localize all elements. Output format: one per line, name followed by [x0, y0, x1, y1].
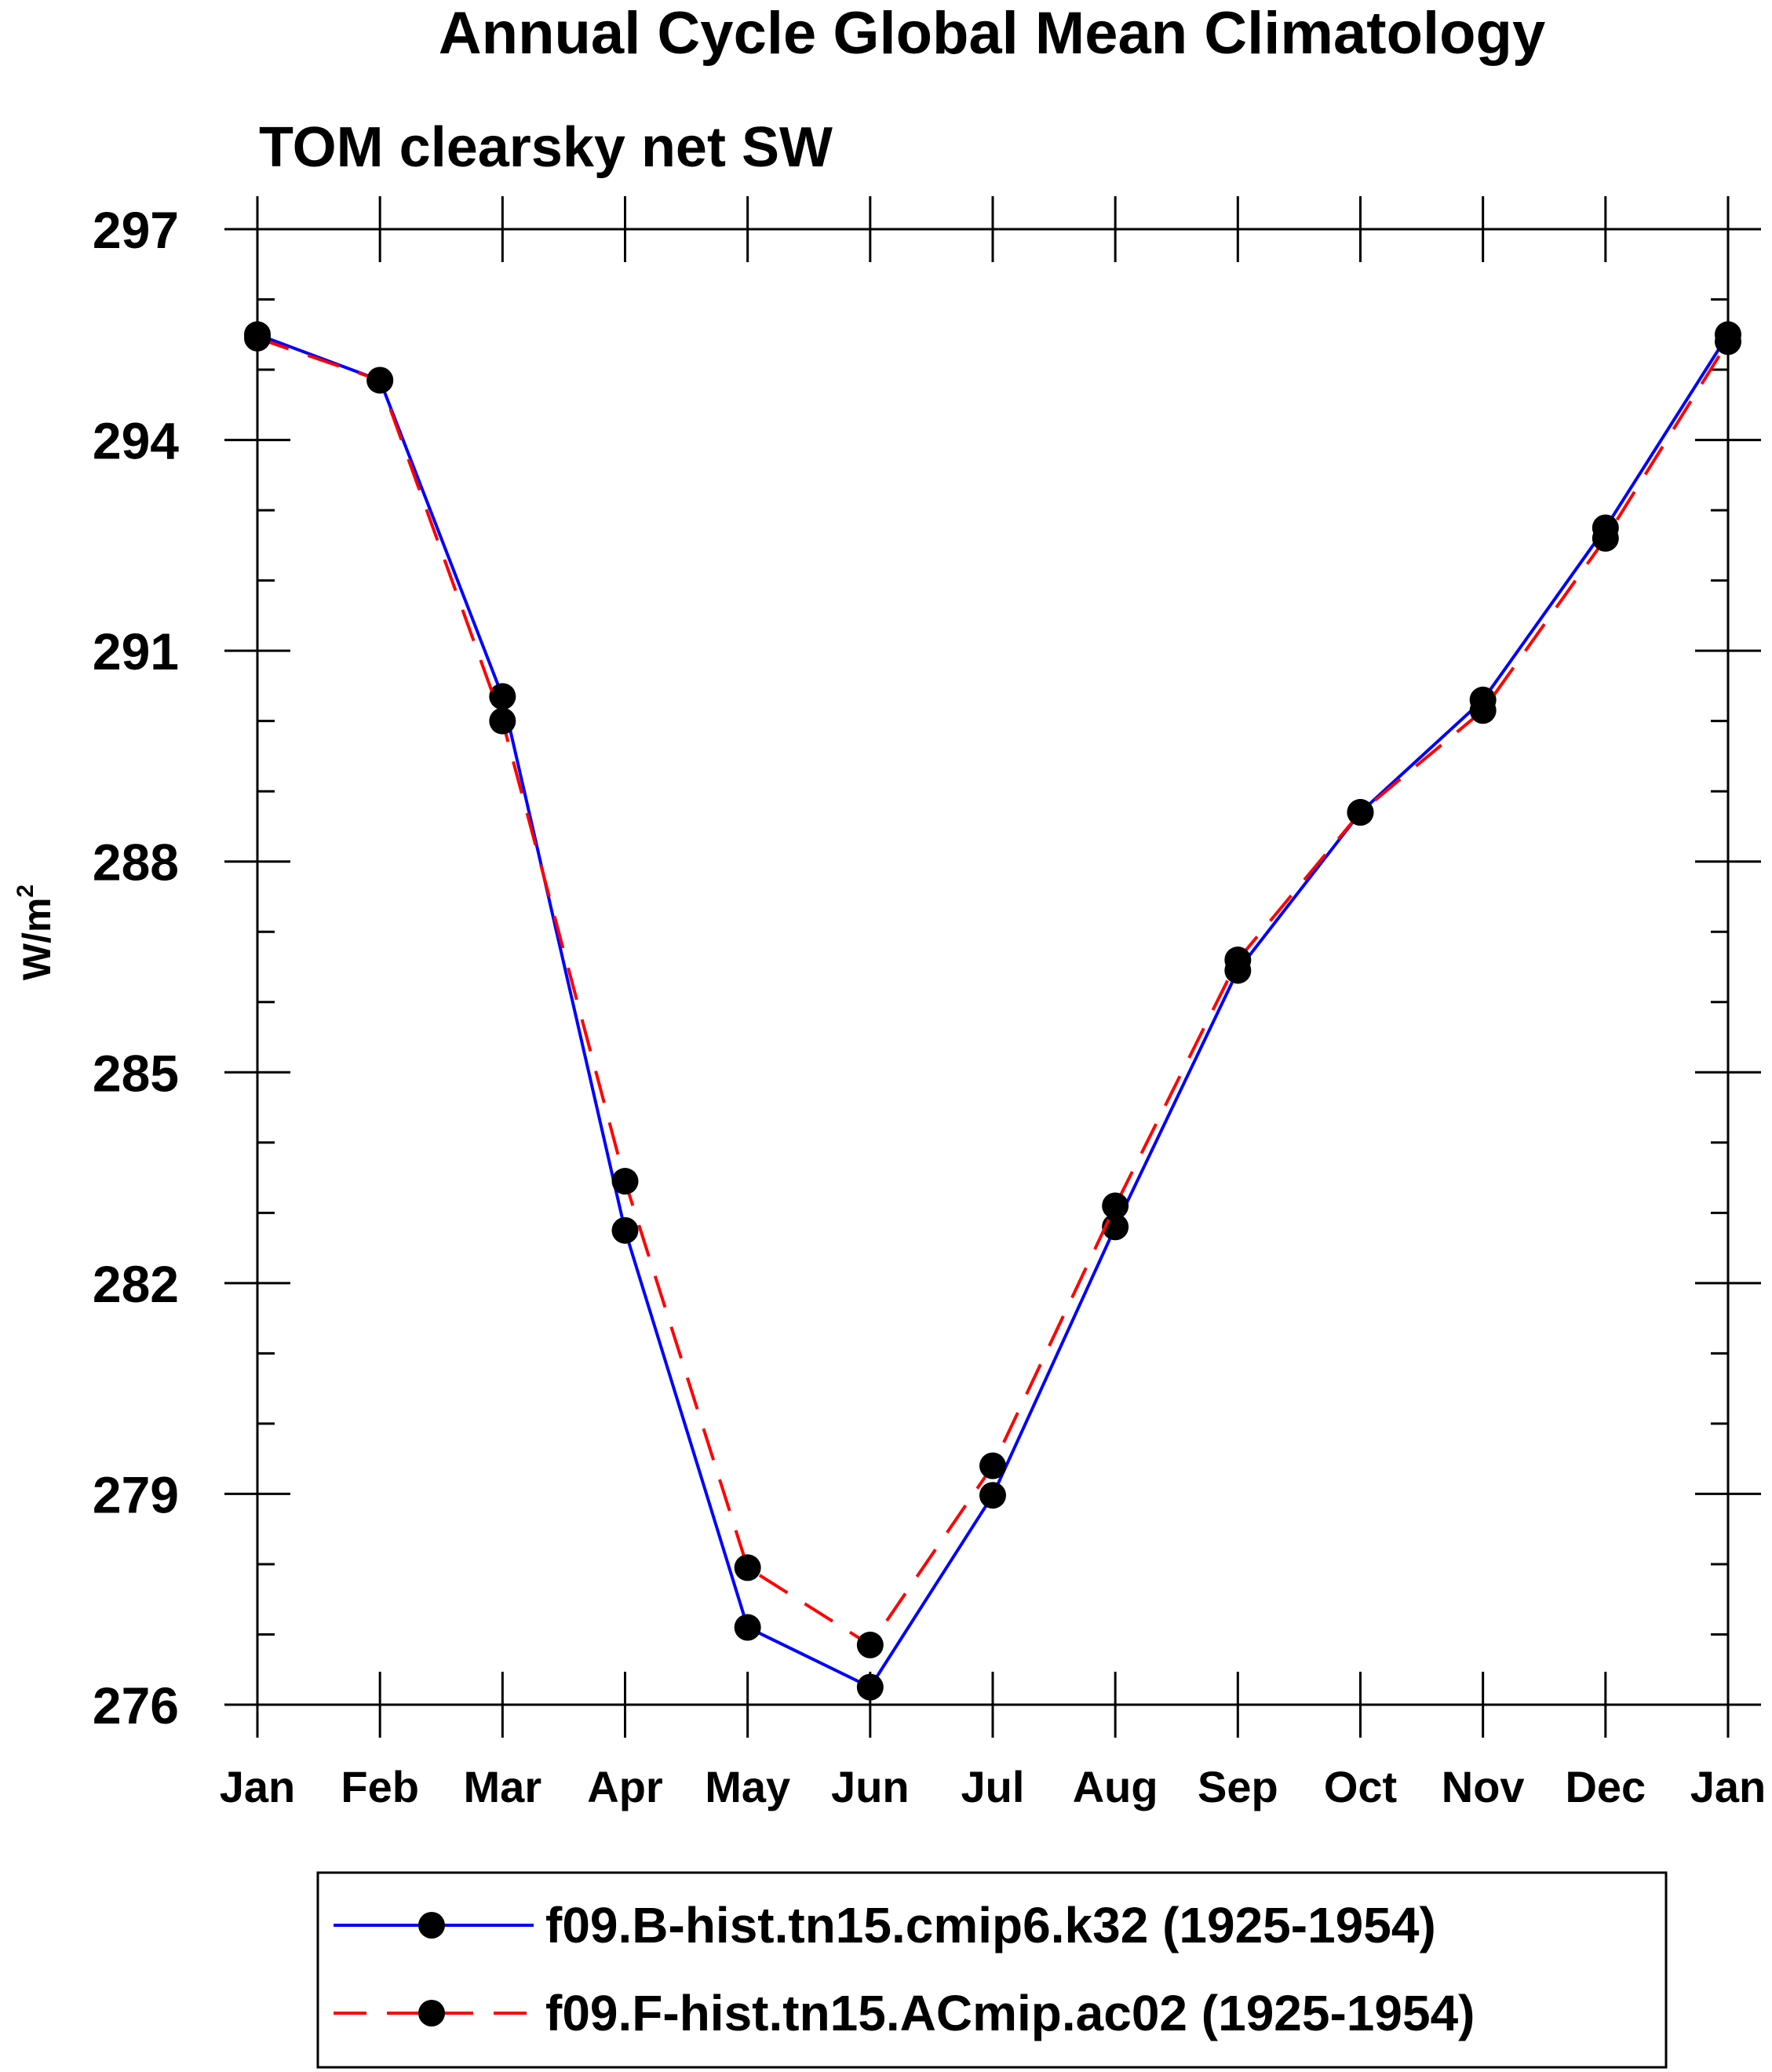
data-point: [611, 1168, 639, 1195]
data-point: [1592, 524, 1619, 552]
legend-entry-0: f09.B-hist.tn15.cmip6.k32 (1925-1954): [334, 1897, 1436, 1953]
series-0: [244, 321, 1741, 1701]
data-point: [366, 367, 394, 394]
data-point: [1224, 947, 1252, 974]
series-line: [257, 336, 1730, 1647]
x-tick-label: Jan: [1690, 1762, 1767, 1811]
y-tick-label: 294: [93, 412, 179, 470]
x-tick-label: Mar: [464, 1762, 542, 1811]
y-tick-label: 291: [93, 622, 179, 680]
x-tick-label: Jan: [220, 1762, 296, 1811]
y-tick-label: 288: [93, 834, 179, 892]
data-point: [979, 1452, 1006, 1479]
ticks: [224, 196, 1761, 1738]
y-axis-label: W/m2: [13, 885, 59, 980]
y-tick-label: 297: [93, 201, 179, 259]
x-tick-label: Nov: [1442, 1762, 1525, 1811]
data-point: [489, 707, 516, 735]
data-point: [489, 683, 516, 710]
y-tick-label: 282: [93, 1255, 179, 1313]
data-point: [734, 1554, 761, 1581]
y-tick-label: 279: [93, 1465, 179, 1523]
legend-swatch-marker: [418, 1912, 445, 1939]
data-point: [856, 1673, 884, 1701]
x-tick-label: Dec: [1565, 1762, 1646, 1811]
y-tick-label: 285: [93, 1044, 179, 1102]
legend-entry-1: f09.F-hist.tn15.ACmip.ac02 (1925-1954): [334, 1985, 1475, 2041]
data-point: [734, 1614, 761, 1641]
legend-label: f09.B-hist.tn15.cmip6.k32 (1925-1954): [545, 1897, 1436, 1953]
data-point: [979, 1482, 1006, 1509]
data-point: [611, 1217, 639, 1244]
x-tick-label: Aug: [1073, 1762, 1158, 1811]
data-point: [244, 324, 271, 352]
data-point: [856, 1631, 884, 1658]
x-tick-label: Apr: [587, 1762, 662, 1811]
series-1: [244, 324, 1741, 1658]
x-tick-label: Jul: [961, 1762, 1025, 1811]
chart-title: Annual Cycle Global Mean Climatology: [439, 0, 1545, 67]
data-point: [1469, 697, 1497, 724]
y-axis-label-text: W/m: [15, 898, 59, 981]
y-axis-label-superscript: 2: [13, 885, 38, 898]
legend-box: [316, 1871, 1668, 2069]
plot-series: [244, 321, 1741, 1701]
x-tick-label: Sep: [1198, 1762, 1278, 1811]
x-tick-label: Feb: [341, 1762, 419, 1811]
legend-swatch-marker: [418, 2000, 445, 2026]
data-point: [1715, 328, 1741, 356]
legend-label: f09.F-hist.tn15.ACmip.ac02 (1925-1954): [545, 1985, 1475, 2041]
y-tick-label: 276: [93, 1676, 179, 1735]
data-point: [1102, 1192, 1129, 1220]
x-tick-label: Jun: [831, 1762, 910, 1811]
chart-subtitle: TOM clearsky net SW: [259, 116, 833, 179]
data-point: [1347, 799, 1374, 826]
x-tick-label: Oct: [1324, 1762, 1397, 1811]
legend: f09.B-hist.tn15.cmip6.k32 (1925-1954) f0…: [316, 1871, 1668, 2069]
x-tick-label: May: [705, 1762, 790, 1811]
tick-labels: Jan Feb Mar Apr May Jun Jul Aug Sep Oct Nov Dec Jan 2…: [93, 201, 1766, 1811]
